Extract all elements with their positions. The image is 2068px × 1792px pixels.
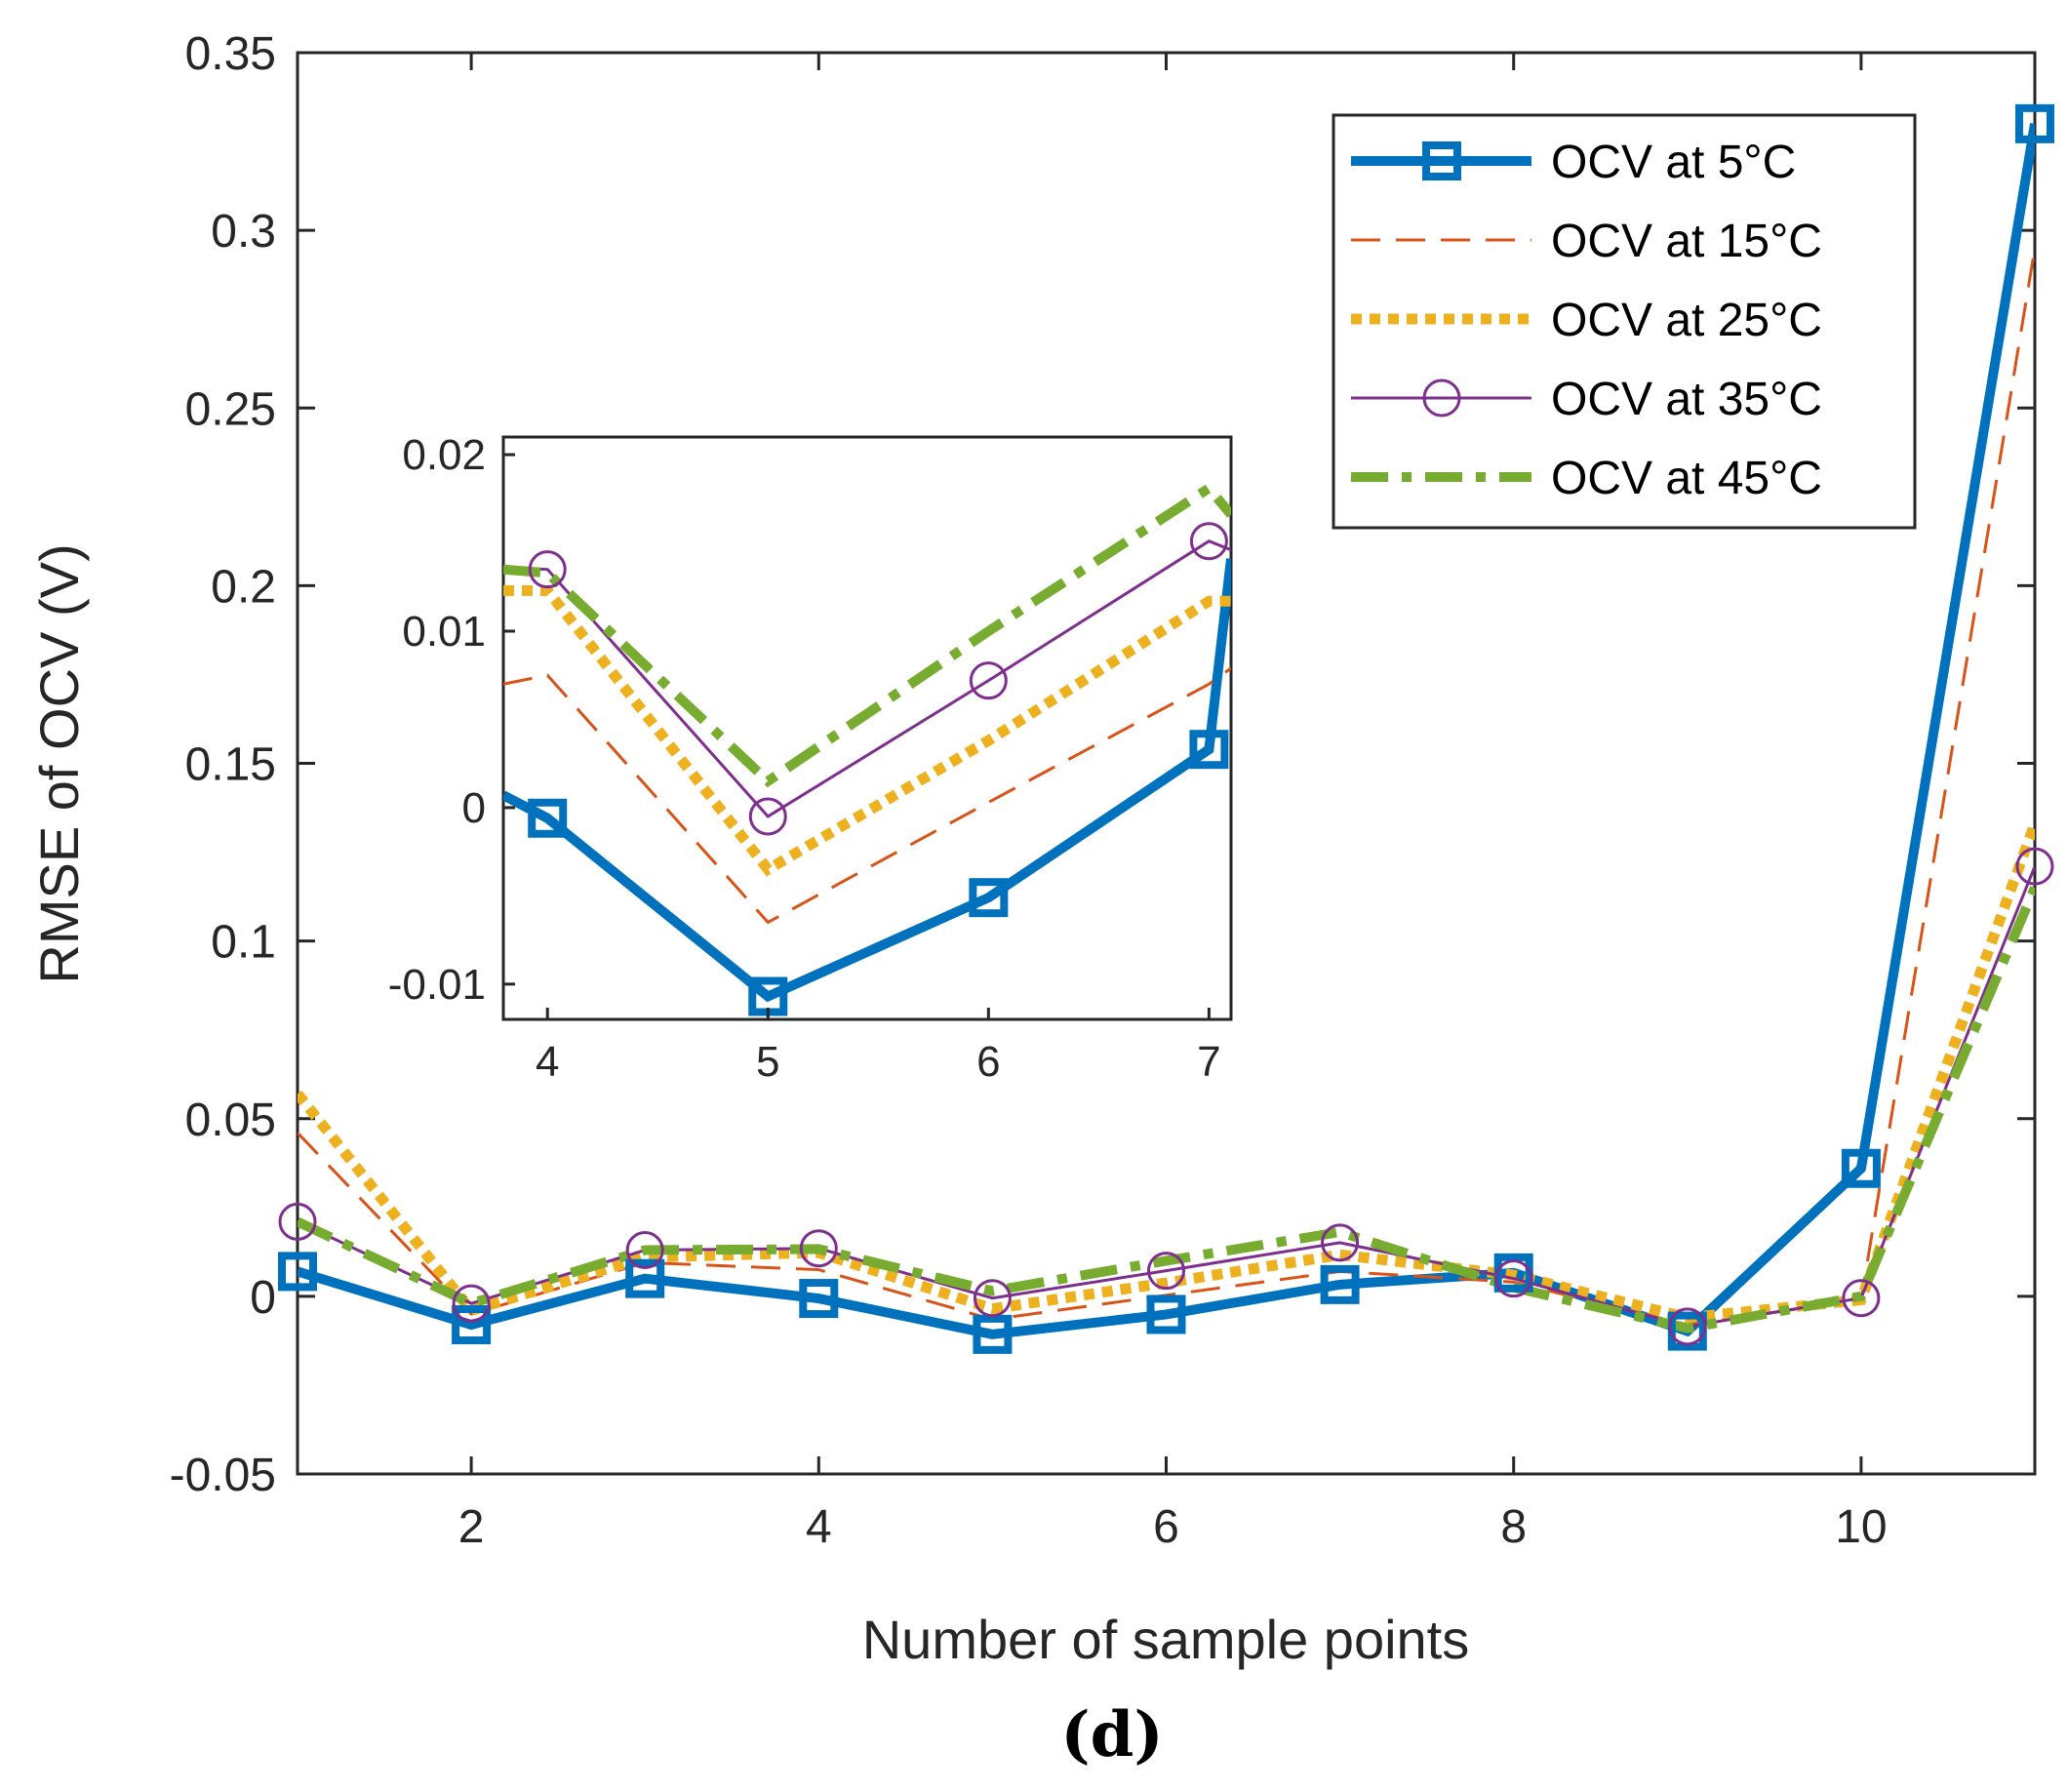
inset-series-line-4: [503, 481, 1231, 788]
y-tick-label: 0.05: [185, 1095, 276, 1146]
legend-label-0: OCV at 5°C: [1551, 137, 1796, 188]
inset-data-point-3: [528, 550, 567, 589]
data-point-0: [973, 1314, 1013, 1354]
legend-label-4: OCV at 45°C: [1551, 453, 1822, 504]
data-point-0: [2015, 103, 2054, 143]
x-tick-label: 6: [1153, 1501, 1179, 1553]
inset-data-point-0: [528, 798, 568, 838]
inset-series-group: [503, 481, 1231, 1003]
inset-x-tick-label: 4: [536, 1038, 559, 1086]
legend-marker-0: [1422, 141, 1461, 180]
data-point-3: [278, 1202, 317, 1241]
legend-label-1: OCV at 15°C: [1551, 216, 1822, 267]
x-axis-label: Number of sample points: [862, 1609, 1470, 1670]
data-point-3: [1842, 1279, 1881, 1318]
data-point-0: [278, 1252, 317, 1292]
inset-y-tick-label: 0: [462, 784, 486, 832]
y-tick-label: 0.35: [185, 28, 276, 80]
inset-series-line-0: [503, 558, 1231, 1003]
legend-label-2: OCV at 25°C: [1551, 295, 1822, 346]
inset-data-point-3: [1189, 522, 1228, 561]
y-tick-label: 0: [250, 1272, 276, 1324]
series-line-0: [298, 123, 2035, 1339]
series-line-4: [298, 886, 2035, 1334]
y-tick-label: 0.2: [211, 561, 276, 613]
inset-x-tick-label: 5: [756, 1038, 779, 1086]
inset-y-tick-label: 0.01: [402, 608, 486, 656]
x-tick-label: 8: [1500, 1501, 1527, 1553]
data-point-0: [452, 1305, 492, 1345]
y-tick-label: 0.1: [211, 917, 276, 969]
main-axis-ticks: 2 4 6 8 10 -0.05 0 0.05 0.1 0.15 0.2 0.25 0.3 0.35: [170, 28, 2035, 1553]
inset-data-point-3: [969, 661, 1008, 700]
inset-plot: 4 5 6 7 -0.01 0 0.01 0.02: [388, 431, 1233, 1086]
data-point-0: [1320, 1264, 1360, 1304]
data-point-3: [452, 1284, 491, 1323]
inset-x-tick-label: 7: [1197, 1038, 1220, 1086]
inset-x-tick-label: 6: [976, 1038, 1000, 1086]
figure-caption: (d): [1060, 1698, 1163, 1772]
data-point-3: [1668, 1307, 1707, 1346]
main-series-group: [298, 123, 2035, 1339]
x-tick-label: 2: [458, 1501, 485, 1553]
inset-markers-group: [528, 522, 1229, 1016]
main-markers-group: [278, 103, 2054, 1354]
data-point-3: [973, 1279, 1012, 1318]
inset-plot-frame: [501, 435, 1233, 1021]
data-point-3: [1147, 1252, 1185, 1291]
legend-label-3: OCV at 35°C: [1551, 374, 1822, 425]
data-point-3: [2015, 847, 2054, 886]
legend-marker-3: [1422, 378, 1461, 418]
inset-data-point-0: [1189, 730, 1229, 770]
y-tick-label: 0.25: [185, 383, 276, 435]
data-point-3: [799, 1229, 838, 1268]
y-axis-label: RMSE of OCV (V): [28, 543, 90, 983]
x-tick-label: 10: [1835, 1501, 1887, 1553]
inset-y-tick-label: 0.02: [402, 431, 486, 479]
data-point-0: [799, 1279, 839, 1319]
series-line-2: [298, 821, 2035, 1324]
inset-series-line-1: [503, 666, 1231, 925]
data-point-0: [1146, 1294, 1186, 1334]
legend: OCV at 5°C OCV at 15°C OCV at 25°C OCV at 3…: [1332, 113, 1917, 530]
inset-data-point-0: [969, 878, 1009, 918]
data-point-3: [625, 1231, 664, 1270]
y-tick-label: -0.05: [170, 1450, 276, 1501]
y-tick-label: 0.15: [185, 739, 276, 791]
data-point-3: [1321, 1223, 1360, 1262]
inset-y-tick-label: -0.01: [388, 961, 486, 1009]
y-tick-label: 0.3: [211, 206, 276, 258]
data-point-3: [1494, 1259, 1533, 1298]
inset-axis-ticks: 4 5 6 7 -0.01 0 0.01 0.02: [388, 431, 1221, 1086]
data-point-0: [1841, 1148, 1881, 1188]
x-tick-label: 4: [806, 1501, 832, 1553]
inset-series-line-2: [503, 584, 1231, 877]
inset-data-point-3: [748, 797, 787, 836]
data-point-0: [625, 1258, 665, 1298]
